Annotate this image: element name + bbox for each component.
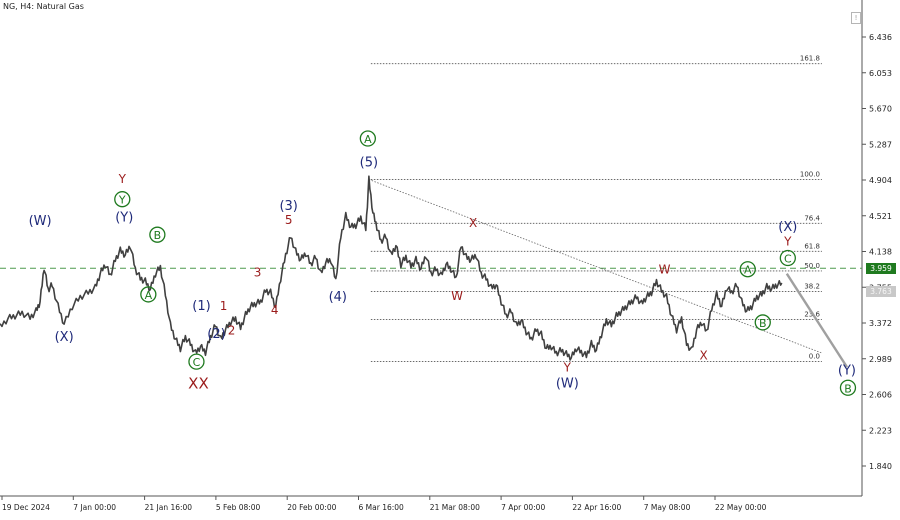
fib-level-label: 76.4 — [804, 214, 820, 222]
wave-label: (5) — [360, 155, 378, 170]
wave-label: C — [784, 253, 792, 266]
fib-level-label: 161.8 — [800, 55, 820, 63]
wave-label: (W) — [29, 214, 52, 229]
wave-label: Y — [118, 172, 127, 186]
wave-label: (3) — [279, 199, 297, 214]
wave-label: B — [759, 317, 767, 330]
current-price-tag: 3.763 — [866, 286, 896, 297]
wave-label: Y — [118, 194, 126, 207]
y-tick-label: 2.989 — [869, 355, 892, 364]
x-tick-label: 22 Apr 16:00 — [572, 503, 621, 512]
wave-label: 1 — [220, 299, 228, 313]
wave-label: W — [451, 289, 463, 303]
wave-label: Y — [563, 361, 572, 375]
wave-label: Y — [783, 235, 792, 249]
x-tick-label: 5 Feb 08:00 — [216, 503, 261, 512]
wave-circle — [739, 261, 756, 278]
wave-label: A — [744, 264, 752, 277]
projection-path — [785, 273, 849, 368]
wave-circle — [188, 353, 205, 370]
wave-label: B — [154, 229, 162, 242]
y-tick-label: 5.670 — [869, 105, 892, 114]
wave-circle — [359, 130, 377, 147]
y-tick-label: 1.840 — [869, 462, 892, 471]
wave-label: (X) — [55, 330, 74, 345]
wave-label: X — [700, 349, 708, 363]
wave-label: XX — [188, 375, 209, 393]
x-tick-label: 19 Dec 2024 — [2, 503, 50, 512]
fib-level-label: 50.0 — [804, 262, 820, 270]
wave-circle — [839, 379, 857, 396]
wave-circle — [754, 314, 771, 331]
wave-label: (X) — [778, 220, 797, 235]
fib-level-label: 38.2 — [804, 282, 820, 290]
symbol-title: NG, H4: Natural Gas — [3, 2, 84, 11]
x-tick-label: 21 Jan 16:00 — [145, 503, 193, 512]
x-tick-label: 22 May 00:00 — [715, 503, 767, 512]
x-tick-label: 7 Jan 00:00 — [73, 503, 116, 512]
x-tick-label: 7 May 08:00 — [644, 503, 691, 512]
price-series — [0, 175, 783, 361]
info-icon[interactable]: ! — [851, 12, 861, 24]
wave-label: X — [469, 216, 477, 230]
wave-label: (W) — [556, 377, 579, 392]
x-tick-label: 7 Apr 00:00 — [501, 503, 545, 512]
x-tick-label: 20 Feb 00:00 — [287, 503, 336, 512]
wave-circle — [114, 191, 131, 208]
fib-level-label: 61.8 — [804, 242, 820, 250]
wave-label: 4 — [271, 303, 279, 317]
wave-circle — [149, 226, 166, 243]
wave-label: 3 — [254, 266, 262, 280]
y-tick-label: 2.223 — [869, 426, 892, 435]
wave-circle — [779, 249, 796, 267]
wave-label: W — [659, 263, 671, 277]
projection-line — [785, 273, 849, 368]
y-tick-label: 6.436 — [869, 33, 892, 42]
fib-level-label: 100.0 — [800, 170, 820, 178]
wave-label: 5 — [285, 213, 293, 227]
dashed-level-tag: 3.959 — [866, 263, 896, 274]
x-tick-label: 21 Mar 08:00 — [430, 503, 480, 512]
y-tick-label: 4.521 — [869, 212, 892, 221]
time-scale: 19 Dec 2024 7 Jan 00:00 21 Jan 16:00 5 Feb … — [1, 496, 767, 512]
wave-labels: (W)(X)YY(Y)BACXX(1)(2)1234(3)5(4)A(5)XWY… — [29, 130, 857, 396]
wave-label: (Y) — [115, 210, 133, 225]
wave-label: (2) — [207, 327, 225, 342]
wave-label: A — [145, 289, 153, 302]
y-tick-label: 6.053 — [869, 69, 892, 78]
x-tick-label: 6 Mar 16:00 — [359, 503, 405, 512]
wave-circle — [140, 286, 157, 303]
fib-level-label: 0.0 — [809, 352, 820, 360]
wave-label: 2 — [228, 323, 236, 337]
y-tick-label: 4.138 — [869, 248, 892, 257]
y-tick-label: 5.287 — [869, 140, 892, 149]
wave-label: (4) — [329, 290, 347, 305]
y-tick-label: 2.606 — [869, 391, 892, 400]
wave-label: C — [193, 356, 201, 369]
wave-label: B — [844, 382, 852, 395]
wave-label: (1) — [192, 299, 210, 314]
y-tick-label: 4.904 — [869, 176, 892, 185]
wave-label: (Y) — [838, 364, 856, 379]
wave-label: A — [364, 133, 372, 146]
price-scale: 6.4366.0535.6705.2874.9044.5214.1383.755… — [862, 33, 892, 471]
y-tick-label: 3.372 — [869, 319, 892, 328]
price-series-line — [0, 175, 783, 361]
